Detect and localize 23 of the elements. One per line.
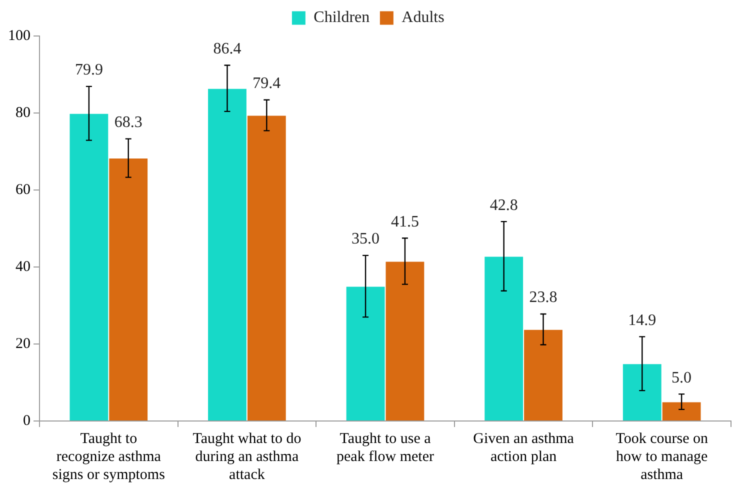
x-tick-label: Taught what to do during an asthma attack	[192, 430, 302, 483]
x-tick-label: Took course on how to manage asthma	[616, 430, 708, 483]
data-label: 42.8	[490, 196, 518, 214]
data-label: 14.9	[628, 312, 656, 329]
x-tick-label: Taught to use a peak flow meter	[336, 430, 434, 465]
data-label: 5.0	[672, 369, 692, 386]
y-tick-label: 100	[8, 28, 30, 44]
data-label: 41.5	[390, 213, 419, 230]
data-label: 79.9	[74, 62, 103, 79]
y-tick-label: 60	[16, 182, 30, 198]
legend-label: Adults	[402, 9, 444, 26]
data-label: 23.8	[529, 289, 558, 306]
data-label: 35.0	[352, 230, 380, 248]
data-label: 79.4	[252, 75, 281, 92]
y-tick-label: 80	[16, 104, 30, 121]
y-tick-label: 20	[16, 336, 30, 352]
legend-label: Children	[314, 9, 370, 26]
data-label: 68.3	[114, 114, 142, 131]
y-tick-label: 0	[23, 412, 30, 429]
x-tick-label: Taught to recognize asthma signs or symptoms	[52, 430, 166, 483]
y-tick-label: 40	[16, 258, 30, 275]
x-tick-label: Given an asthma action plan	[473, 430, 574, 465]
data-label: 86.4	[213, 40, 242, 58]
